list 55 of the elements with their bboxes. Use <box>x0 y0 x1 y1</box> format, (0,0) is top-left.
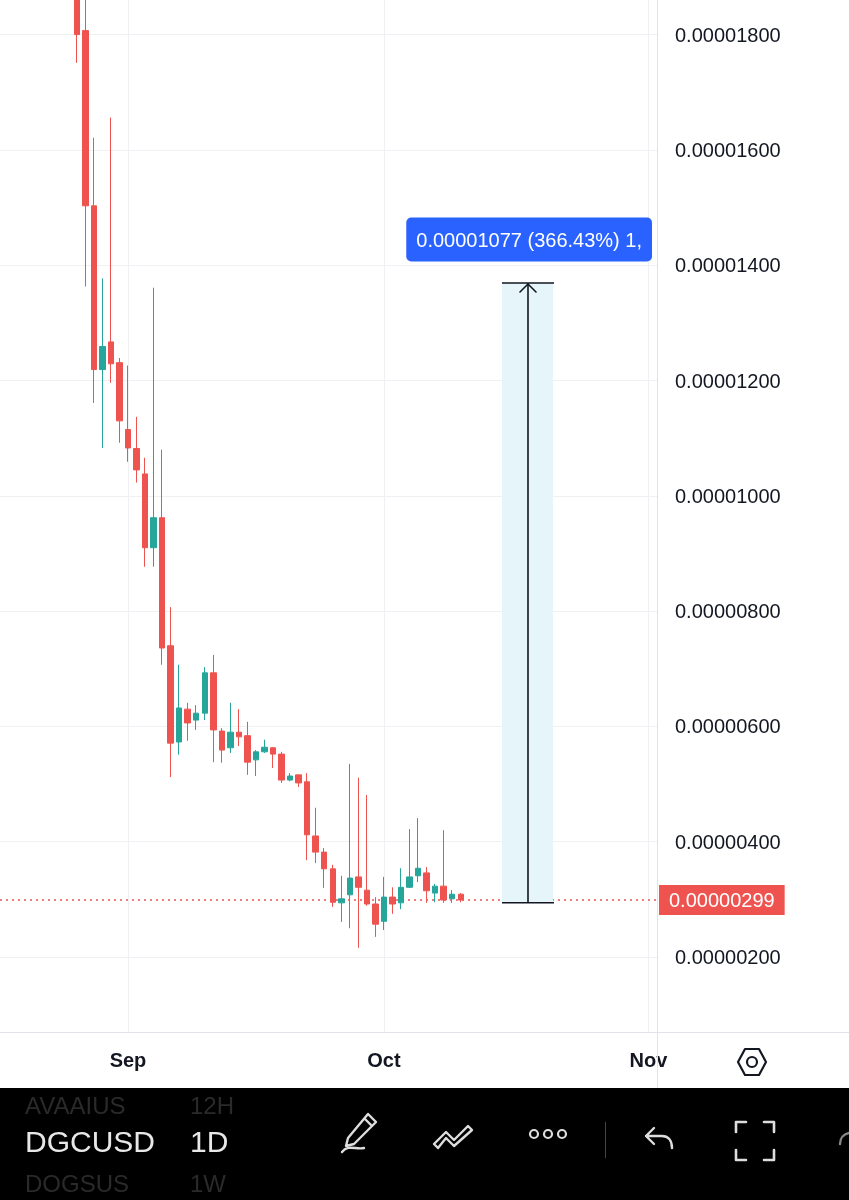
candlestick <box>406 828 413 889</box>
candlestick <box>449 889 455 904</box>
candlestick <box>432 883 438 903</box>
candlestick <box>278 751 285 784</box>
candlestick <box>253 749 259 777</box>
candlestick <box>287 772 293 782</box>
candlestick <box>398 867 404 910</box>
x-tick-label: Oct <box>367 1049 401 1071</box>
candlestick <box>415 817 421 883</box>
candlestick <box>202 666 208 721</box>
candlestick <box>193 704 199 731</box>
candlestick <box>116 357 123 444</box>
candlestick <box>133 416 140 484</box>
y-tick-label: 0.00000400 <box>675 830 781 853</box>
candlestick <box>219 727 225 764</box>
x-tick-label: Sep <box>109 1049 147 1071</box>
candlestick <box>184 702 191 742</box>
candlestick <box>125 365 131 463</box>
y-tick-label: 0.00000800 <box>675 600 781 623</box>
y-tick-label: 0.00001600 <box>675 138 781 161</box>
candlestick <box>150 287 157 568</box>
candlestick <box>176 664 182 756</box>
band-label: 0.00001077 (366.43%) 1, <box>416 228 642 251</box>
text: DGCUSD <box>25 1125 156 1159</box>
candlestick <box>236 708 242 747</box>
candlestick <box>159 449 165 666</box>
y-tick-label: 0.00001200 <box>675 369 781 392</box>
candlestick <box>364 794 370 907</box>
candlestick <box>142 457 148 568</box>
candlestick <box>338 875 345 923</box>
candlestick <box>244 721 251 776</box>
candlestick <box>82 0 89 288</box>
candlestick <box>270 746 276 769</box>
x-tick-label: Nov <box>629 1049 669 1071</box>
candlestick <box>312 807 319 864</box>
candlestick <box>295 774 302 788</box>
candlestick <box>347 763 353 929</box>
ref-line-label: 0.00000299 <box>669 888 775 911</box>
candlestick <box>304 772 310 861</box>
y-tick-label: 0.00001000 <box>675 484 781 507</box>
candlestick <box>321 847 327 889</box>
candlestick <box>108 117 114 384</box>
candlestick <box>167 606 174 778</box>
candlestick <box>381 876 387 931</box>
candlestick <box>91 137 97 404</box>
candlestick <box>99 277 106 449</box>
text: 1D <box>190 1125 229 1159</box>
y-tick-label: 0.00000600 <box>675 715 781 738</box>
candlestick <box>261 739 268 754</box>
y-tick-label: 0.00001800 <box>675 23 781 46</box>
candlestick <box>227 702 234 754</box>
candlestick <box>74 0 80 64</box>
y-tick-label: 0.00001400 <box>675 254 781 277</box>
y-tick-label: 0.00000200 <box>675 946 781 969</box>
candlestick <box>210 654 217 763</box>
